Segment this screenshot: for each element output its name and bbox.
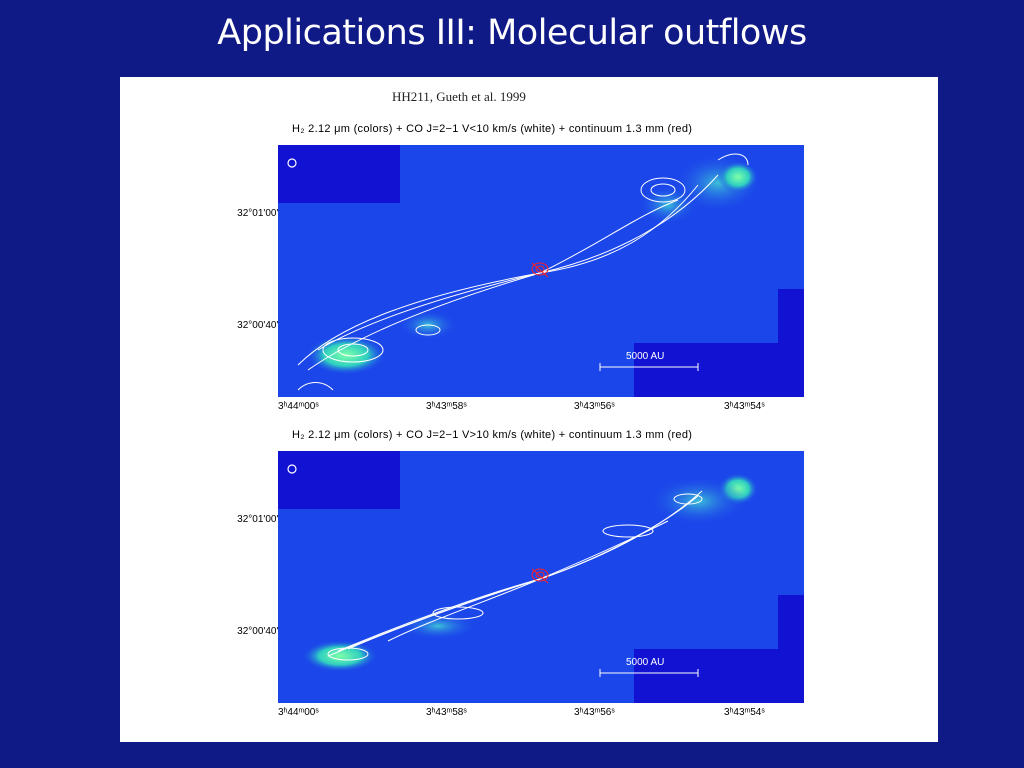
panel-2-ra-label-4: 3ʰ43ᵐ54ˢ: [724, 707, 765, 718]
panel-1-dec-label-2: 32°00'40": [237, 320, 280, 331]
panel-2-dec-label-1: 32°01'00": [237, 514, 280, 525]
panel-1-ra-label-2: 3ʰ43ᵐ58ˢ: [426, 401, 467, 412]
panel-2-caption: H₂ 2.12 μm (colors) + CO J=2−1 V>10 km/s…: [292, 429, 693, 441]
panel-1-ra-label-1: 3ʰ44ᵐ00ˢ: [278, 401, 319, 412]
panel-1-dec-label-1: 32°01'00": [237, 208, 280, 219]
figure-citation: HH211, Gueth et al. 1999: [392, 89, 526, 104]
panel-2-scale-label: 5000 AU: [626, 657, 665, 668]
panel-2-map-image: [278, 451, 804, 703]
slide-title: Applications III: Molecular outflows: [217, 13, 807, 53]
panel-1-map-image: [278, 145, 804, 397]
panel-1-scale-label: 5000 AU: [626, 351, 665, 362]
figure-panel: HH211, Gueth et al. 1999 H₂ 2.12 μm (col…: [120, 77, 938, 742]
panel-2-ra-label-2: 3ʰ43ᵐ58ˢ: [426, 707, 467, 718]
panel-2-dec-label-2: 32°00'40": [237, 626, 280, 637]
panel-2-ra-label-3: 3ʰ43ᵐ56ˢ: [574, 707, 615, 718]
panel-1-ra-label-4: 3ʰ43ᵐ54ˢ: [724, 401, 765, 412]
panel-1-ra-label-3: 3ʰ43ᵐ56ˢ: [574, 401, 615, 412]
panel-2-ra-label-1: 3ʰ44ᵐ00ˢ: [278, 707, 319, 718]
panel-1-caption: H₂ 2.12 μm (colors) + CO J=2−1 V<10 km/s…: [292, 123, 693, 135]
